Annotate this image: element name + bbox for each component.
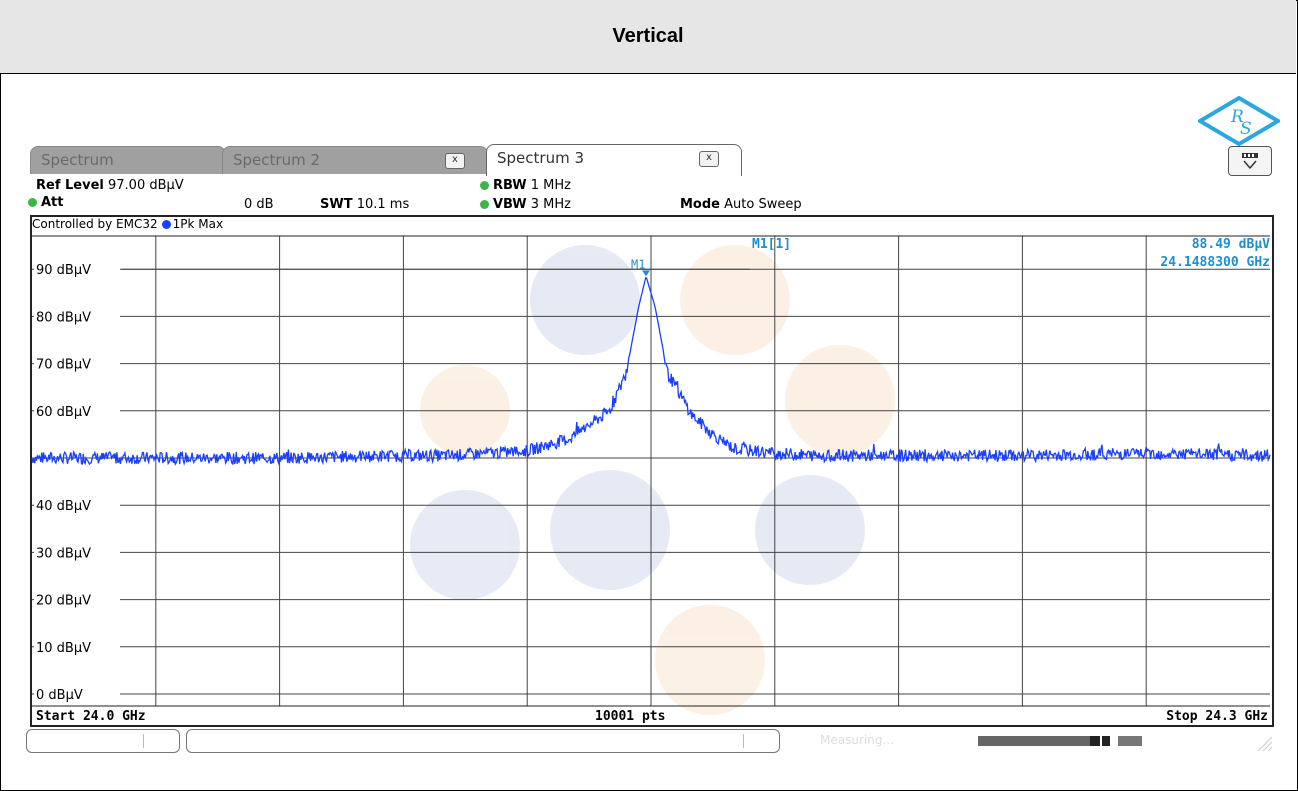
marker-group: M1 [122,257,750,276]
marker-level: 88.49 dBµV [1120,237,1270,252]
resize-grip-icon[interactable] [1254,731,1274,753]
y-tick-label: 60 dBµV [36,405,91,420]
status-bar: Measuring... [30,729,1274,755]
sweep-points: 10001 pts [595,709,665,724]
progress-indicator-icon [978,733,1168,749]
start-frequency: Start 24.0 GHz [36,709,146,724]
stop-frequency: Stop 24.3 GHz [1090,709,1268,724]
y-tick-label: 30 dBµV [36,546,91,561]
y-axis-ticks: 90 dBµV 80 dBµV 70 dBµV 60 dBµV 40 dBµV 30 dB… [34,261,120,703]
y-tick-label: 40 dBµV [36,499,91,514]
plot-grid [32,236,1270,706]
watermark-decoration [410,245,895,715]
y-tick-label: 10 dBµV [36,641,91,656]
status-field-left [26,729,180,753]
marker-label: M1 [631,257,645,271]
y-tick-label: 20 dBµV [36,594,91,609]
measuring-status: Measuring... [820,733,894,747]
y-tick-label: 70 dBµV [36,358,91,373]
y-tick-label: 80 dBµV [36,310,91,325]
y-tick-label: 0 dBµV [36,688,83,703]
marker-frequency: 24.1488300 GHz [1060,255,1270,270]
marker-readout-label: M1[1] [752,237,791,252]
status-field-message [186,729,780,753]
y-tick-label: 90 dBµV [36,263,91,278]
